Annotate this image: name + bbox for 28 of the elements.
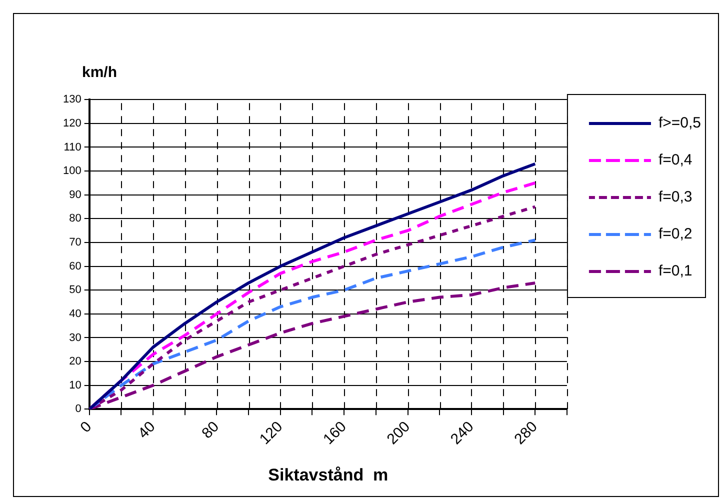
y-tick-label: 120 xyxy=(62,117,82,130)
legend-label: f=0,4 xyxy=(658,152,692,169)
y-tick-label: 90 xyxy=(69,188,82,201)
y-tick-label: 60 xyxy=(69,260,82,272)
x-tick-label: 80 xyxy=(198,418,222,442)
legend-label: f=0,1 xyxy=(658,262,692,280)
x-axis-title: Siktavstånd m xyxy=(268,465,388,484)
legend-label: f=0,3 xyxy=(658,188,692,206)
x-tick-label: 160 xyxy=(320,418,350,448)
y-tick-label: 110 xyxy=(64,141,82,154)
y-tick-label: 10 xyxy=(69,379,82,392)
y-tick-label: 130 xyxy=(62,94,82,106)
x-tick-label: 120 xyxy=(256,418,286,448)
y-tick-label: 80 xyxy=(69,212,82,225)
y-tick-label: 40 xyxy=(69,308,82,320)
x-tick-label: 280 xyxy=(511,418,541,448)
y-axis-title: km/h xyxy=(82,64,118,81)
y-tick-label: 50 xyxy=(69,284,82,296)
legend-label: f>=0,5 xyxy=(658,114,702,132)
y-tick-label: 20 xyxy=(69,356,82,368)
x-tick-label: 200 xyxy=(384,418,414,448)
y-tick-label: 100 xyxy=(62,165,82,178)
y-tick-label: 30 xyxy=(69,332,82,344)
legend-label: f=0,2 xyxy=(658,226,692,243)
x-tick-label: 240 xyxy=(447,418,478,448)
x-tick-label: 40 xyxy=(134,418,159,442)
y-tick-label: 70 xyxy=(69,236,82,249)
y-tick-label: 0 xyxy=(75,403,82,416)
